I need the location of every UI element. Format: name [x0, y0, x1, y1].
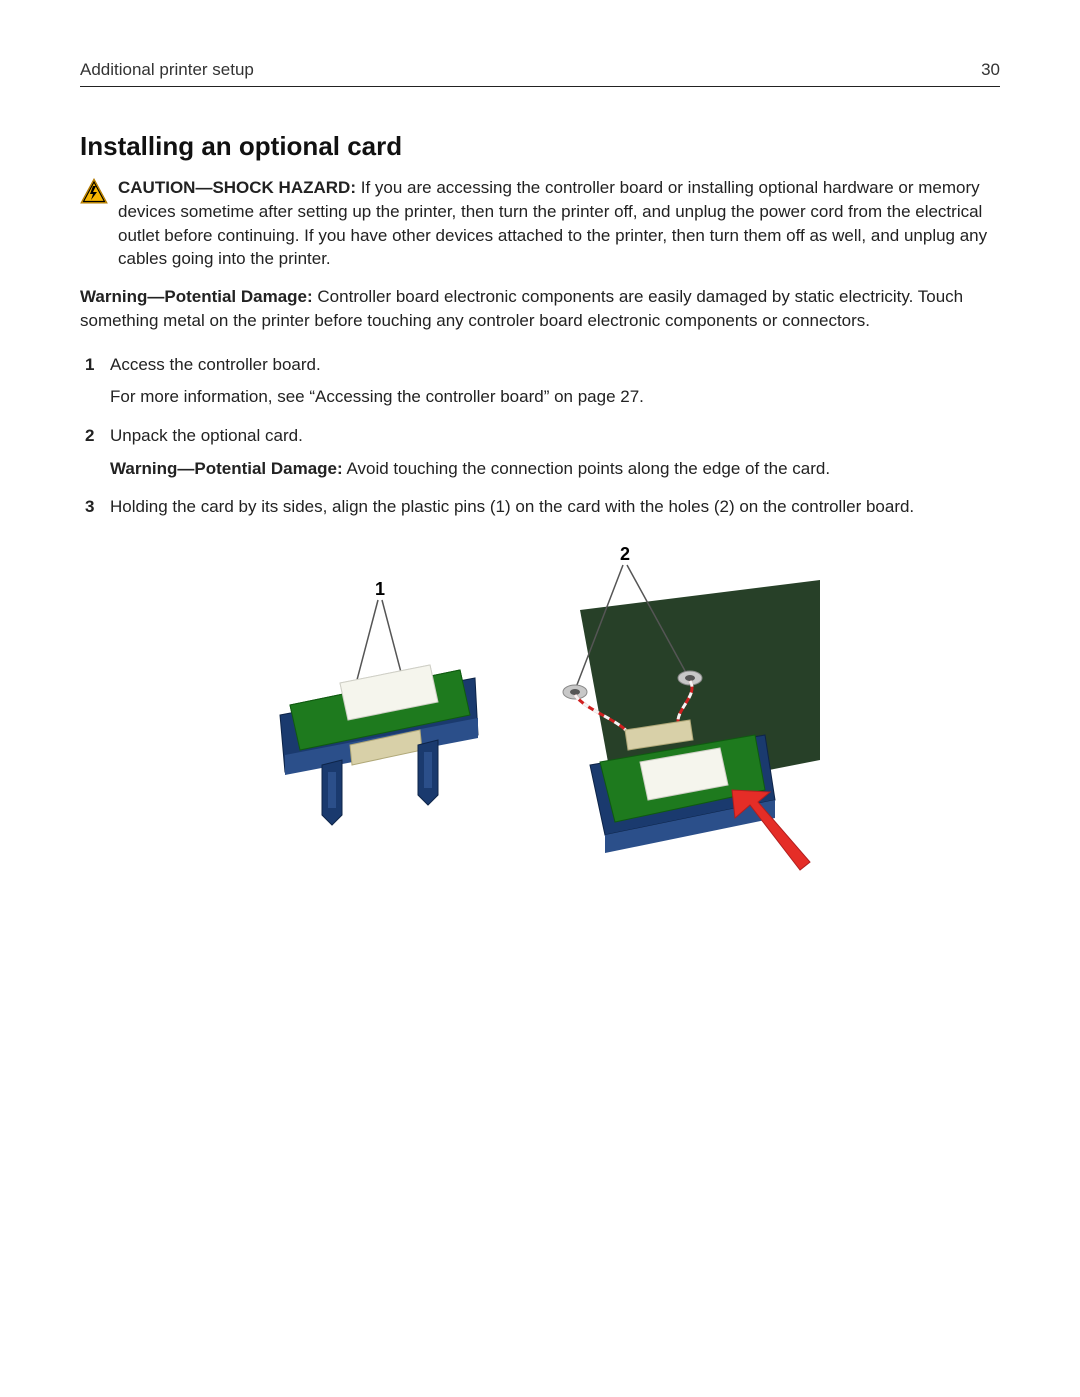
- figure-2: 2: [520, 540, 820, 900]
- step-3-text: Holding the card by its sides, align the…: [110, 497, 914, 516]
- step-list: Access the controller board. For more in…: [80, 353, 1000, 520]
- header-section: Additional printer setup: [80, 60, 254, 80]
- shock-hazard-icon: [80, 178, 108, 271]
- header-page-number: 30: [981, 60, 1000, 80]
- warning-1-label: Warning—Potential Damage:: [80, 287, 313, 306]
- section-title: Installing an optional card: [80, 131, 1000, 162]
- step-3: Holding the card by its sides, align the…: [80, 495, 1000, 520]
- caution-text: CAUTION—SHOCK HAZARD: If you are accessi…: [118, 176, 1000, 271]
- step-2-text: Unpack the optional card.: [110, 426, 303, 445]
- caution-block: CAUTION—SHOCK HAZARD: If you are accessi…: [80, 176, 1000, 271]
- step-2-warning: Warning—Potential Damage: Avoid touching…: [110, 457, 1000, 482]
- figure-row: 1 2: [80, 540, 1000, 900]
- page-header: Additional printer setup 30: [80, 60, 1000, 87]
- warning-1: Warning—Potential Damage: Controller boa…: [80, 285, 1000, 333]
- svg-text:1: 1: [375, 579, 385, 599]
- caution-label: CAUTION—SHOCK HAZARD:: [118, 178, 356, 197]
- step-2-warn-text: Avoid touching the connection points alo…: [346, 459, 830, 478]
- step-1-sub: For more information, see “Accessing the…: [110, 385, 1000, 410]
- step-2-warn-label: Warning—Potential Damage:: [110, 459, 343, 478]
- step-2: Unpack the optional card. Warning—Potent…: [80, 424, 1000, 481]
- step-1: Access the controller board. For more in…: [80, 353, 1000, 410]
- svg-text:2: 2: [620, 544, 630, 564]
- figure-1: 1: [260, 540, 500, 860]
- step-1-text: Access the controller board.: [110, 355, 321, 374]
